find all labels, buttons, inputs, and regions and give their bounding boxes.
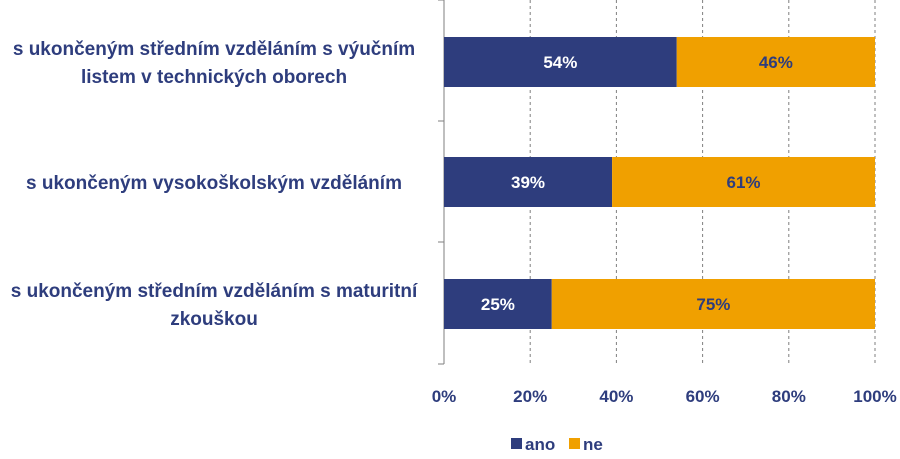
legend-swatch-ano [511, 438, 522, 449]
x-tick-labels: 0% 20% 40% 60% 80% 100% [432, 387, 897, 406]
bar-ne-0 [676, 37, 875, 87]
y-axis [438, 0, 445, 365]
data-label-ne-0: 46% [759, 53, 793, 72]
x-tick-label-3: 60% [686, 387, 720, 406]
category-label-1-0: s ukončeným vysokoškolským vzděláním [26, 173, 402, 194]
bar-ano-2 [444, 279, 552, 329]
category-label-2-0: s ukončeným středním vzděláním s maturit… [11, 281, 418, 302]
x-tick-label-1: 20% [513, 387, 547, 406]
category-label-2-1: zkouškou [170, 309, 258, 330]
bar-ano-0 [444, 37, 677, 87]
data-label-ne-2: 75% [696, 295, 730, 314]
category-labels: s ukončeným středním vzděláním s výučním… [11, 39, 418, 330]
bar-ne-2 [551, 279, 875, 329]
x-tick-label-4: 80% [772, 387, 806, 406]
legend-swatch-ne [569, 438, 580, 449]
category-label-0-0: s ukončeným středním vzděláním s výučním [13, 39, 415, 60]
x-tick-label-5: 100% [853, 387, 896, 406]
data-label-ano-1: 39% [511, 173, 545, 192]
legend-label-ano: ano [525, 435, 555, 454]
bar-ano-1 [444, 157, 613, 207]
data-label-ano-0: 54% [543, 53, 577, 72]
bar-ne-1 [612, 157, 875, 207]
x-tick-label-0: 0% [432, 387, 457, 406]
legend: ano ne [511, 435, 603, 454]
category-label-0-1: listem v technických oborech [81, 67, 347, 88]
legend-label-ne: ne [583, 435, 603, 454]
bars: 54% 46% 39% 61% 25% 75% [444, 37, 875, 329]
data-label-ne-1: 61% [727, 173, 761, 192]
x-tick-label-2: 40% [599, 387, 633, 406]
data-label-ano-2: 25% [481, 295, 515, 314]
